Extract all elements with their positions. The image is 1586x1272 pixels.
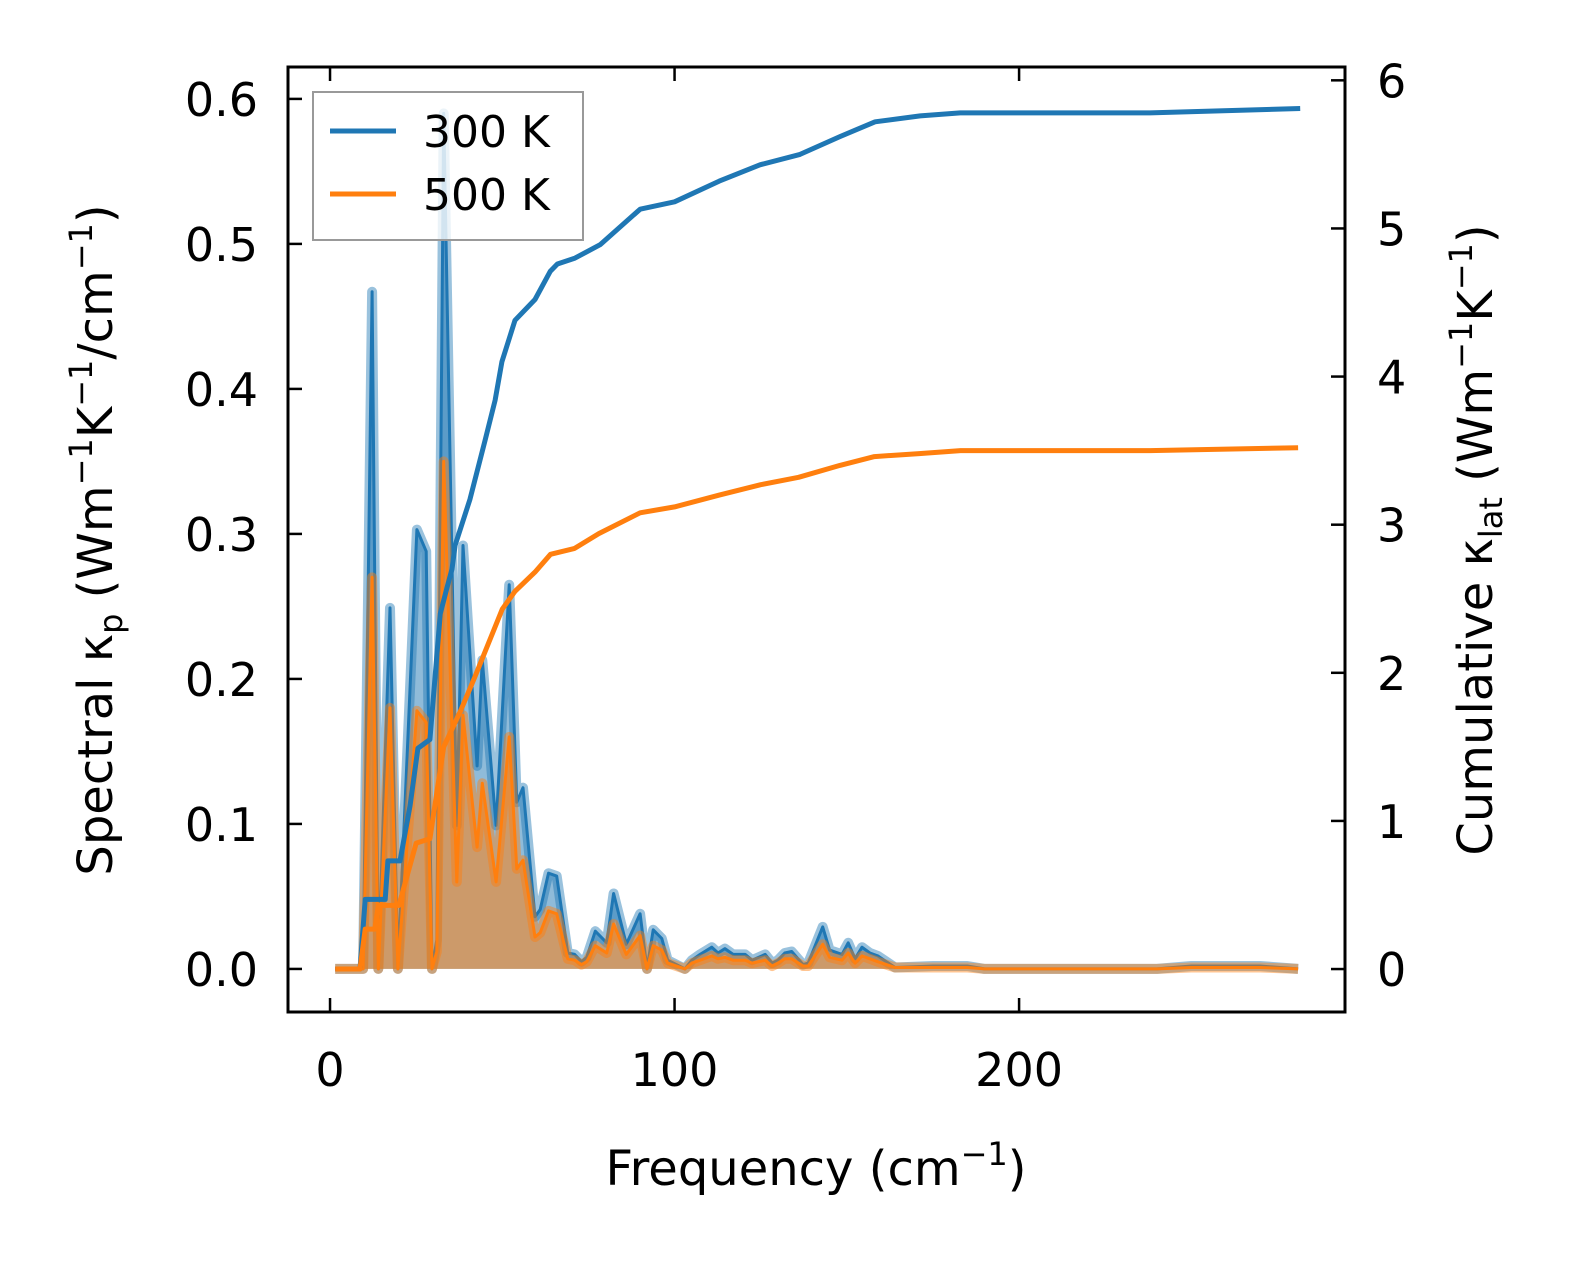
y-left-tick-label: 0.1 bbox=[185, 798, 258, 852]
y-right-tick-label: 3 bbox=[1377, 499, 1406, 553]
x-tick-label: 100 bbox=[631, 1043, 719, 1097]
legend-label-300k: 300 K bbox=[423, 107, 551, 158]
y-right-tick-label: 2 bbox=[1377, 647, 1406, 701]
y-right-tick-label: 0 bbox=[1377, 943, 1406, 997]
y-left-tick-label: 0.3 bbox=[185, 508, 258, 562]
spectral-line-500k bbox=[335, 459, 1299, 971]
y-right-tick-label: 1 bbox=[1377, 795, 1406, 849]
y-left-tick-label: 0.2 bbox=[185, 653, 258, 707]
x-axis-label: Frequency (cm−1) bbox=[605, 1135, 1026, 1197]
legend-box bbox=[312, 91, 584, 241]
plot-area bbox=[335, 106, 1301, 974]
y-right-tick-label: 6 bbox=[1377, 54, 1406, 108]
legend-label-500k: 500 K bbox=[423, 170, 551, 221]
y-left-tick-label: 0.5 bbox=[185, 218, 258, 272]
y-axis-right-label: Cumulative κlat (Wm−1K−1) bbox=[1442, 224, 1510, 855]
y-left-tick-label: 0.6 bbox=[185, 73, 258, 127]
y-right-tick-label: 5 bbox=[1377, 202, 1406, 256]
cumulative-line-500k bbox=[335, 445, 1299, 972]
y-axis-left-label: Spectral κp (Wm−1K−1/cm−1) bbox=[62, 204, 130, 875]
x-tick-label: 0 bbox=[315, 1043, 344, 1097]
spectral-line-300k bbox=[335, 111, 1299, 971]
y-right-tick-label: 4 bbox=[1377, 351, 1406, 405]
legend: 300 K 500 K bbox=[312, 91, 584, 241]
cumulative-line-300k bbox=[335, 106, 1301, 972]
ticks: 0 100 200 0.0 0.1 0.2 0.3 0.4 0.5 0.6 0 1 2 3 4 5 6 bbox=[185, 54, 1406, 1097]
y-left-tick-label: 0.0 bbox=[185, 943, 258, 997]
y-left-tick-label: 0.4 bbox=[185, 363, 258, 417]
x-tick-label: 200 bbox=[975, 1043, 1063, 1097]
axes-frame bbox=[286, 65, 1347, 1014]
